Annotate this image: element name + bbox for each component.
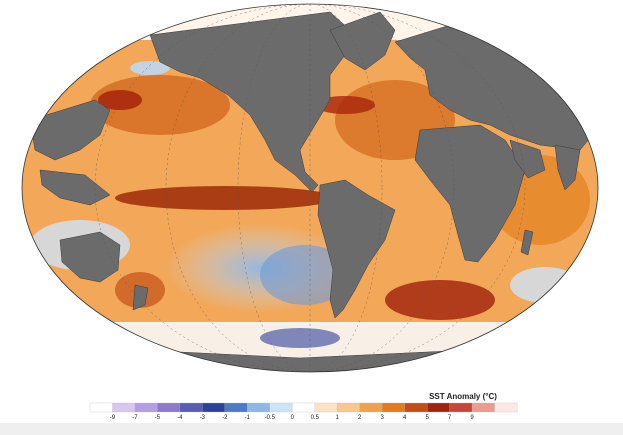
- colorbar-tick-label: 9: [470, 415, 474, 421]
- colorbar-title: SST Anomaly (°C): [429, 392, 497, 401]
- colorbar-swatch: [404, 402, 428, 413]
- colorbar-swatch: [247, 402, 271, 413]
- gulf-stream-hot-anomaly: [315, 96, 375, 114]
- colorbar-tick-label: 4: [403, 415, 407, 421]
- graticule: [94, 4, 526, 372]
- southern-ocean-cold-anomaly: [260, 328, 340, 348]
- south-atlantic-hot-anomaly: [385, 280, 495, 320]
- colorbar-tick-label: 0.5: [311, 415, 320, 421]
- colorbar-tick-label: -9: [110, 415, 116, 421]
- colorbar-tick-label: 1: [336, 415, 340, 421]
- land-australia: [59, 231, 121, 283]
- north-pacific-warm-anomaly: [90, 75, 230, 135]
- colorbar-swatch: [89, 402, 113, 413]
- colorbar-tick-label: -2: [222, 415, 228, 421]
- kuroshio-hot-anomaly: [98, 90, 142, 110]
- el-nino-tongue: [115, 186, 335, 210]
- colorbar-swatch: [314, 402, 338, 413]
- colorbar-tick-label: 7: [448, 415, 452, 421]
- colorbar-tick-label: 5: [425, 415, 429, 421]
- colorbar-swatch: [449, 402, 473, 413]
- colorbar-tick-label: -7: [132, 415, 138, 421]
- colorbar-swatch: [224, 402, 248, 413]
- colorbar-swatch: [179, 402, 203, 413]
- colorbar-swatch: [292, 402, 316, 413]
- colorbar-swatch: [382, 402, 406, 413]
- land-greenland: [329, 11, 396, 71]
- land-southeast-asia: [39, 169, 111, 206]
- land-east-asia: [29, 99, 111, 161]
- globe: [22, 4, 598, 372]
- indian-south-cool-anomaly: [510, 267, 580, 303]
- land-india: [554, 144, 581, 191]
- land-new-zealand: [132, 284, 149, 311]
- figure-footer-strip: [0, 423, 623, 435]
- bering-cool-patch: [130, 61, 170, 75]
- colorbar-tick-labels: -9 -7 -5 -4 -3 -2 -1 -0.5 0 0.5 1 2 3 4 5 7 9: [110, 415, 475, 421]
- colorbar-swatch: [202, 402, 226, 413]
- colorbar-tick-label: 0: [291, 415, 295, 421]
- colorbar-swatch: [471, 402, 495, 413]
- colorbar-tick-label: -3: [200, 415, 206, 421]
- globe-outline: [21, 3, 599, 373]
- colorbar-tick-label: -1: [245, 415, 251, 421]
- colorbar: SST Anomaly (°C) -9 -7 -5 -4 -3 -2 -1 -0.5 0 0.5 1…: [89, 392, 518, 421]
- colorbar-swatch: [112, 402, 136, 413]
- colorbar-swatch: [494, 402, 518, 413]
- land-south-america: [317, 179, 396, 319]
- colorbar-swatch: [157, 402, 181, 413]
- colorbar-swatch: [359, 402, 383, 413]
- colorbar-tick-label: -4: [177, 415, 183, 421]
- land-north-america: [149, 11, 351, 193]
- colorbar-swatch: [134, 402, 158, 413]
- colorbar-swatches: [89, 402, 518, 413]
- land-madagascar: [520, 229, 534, 256]
- land-africa: [414, 124, 526, 263]
- colorbar-tick-label: 2: [358, 415, 362, 421]
- land-arabia: [509, 139, 546, 179]
- colorbar-tick-label: -0.5: [265, 415, 276, 421]
- southeast-pacific-cool-core: [260, 245, 350, 305]
- colorbar-swatch: [269, 402, 293, 413]
- colorbar-swatch: [337, 402, 361, 413]
- colorbar-swatch: [426, 402, 451, 413]
- colorbar-tick-label: -5: [155, 415, 161, 421]
- colorbar-tick-label: 3: [380, 415, 384, 421]
